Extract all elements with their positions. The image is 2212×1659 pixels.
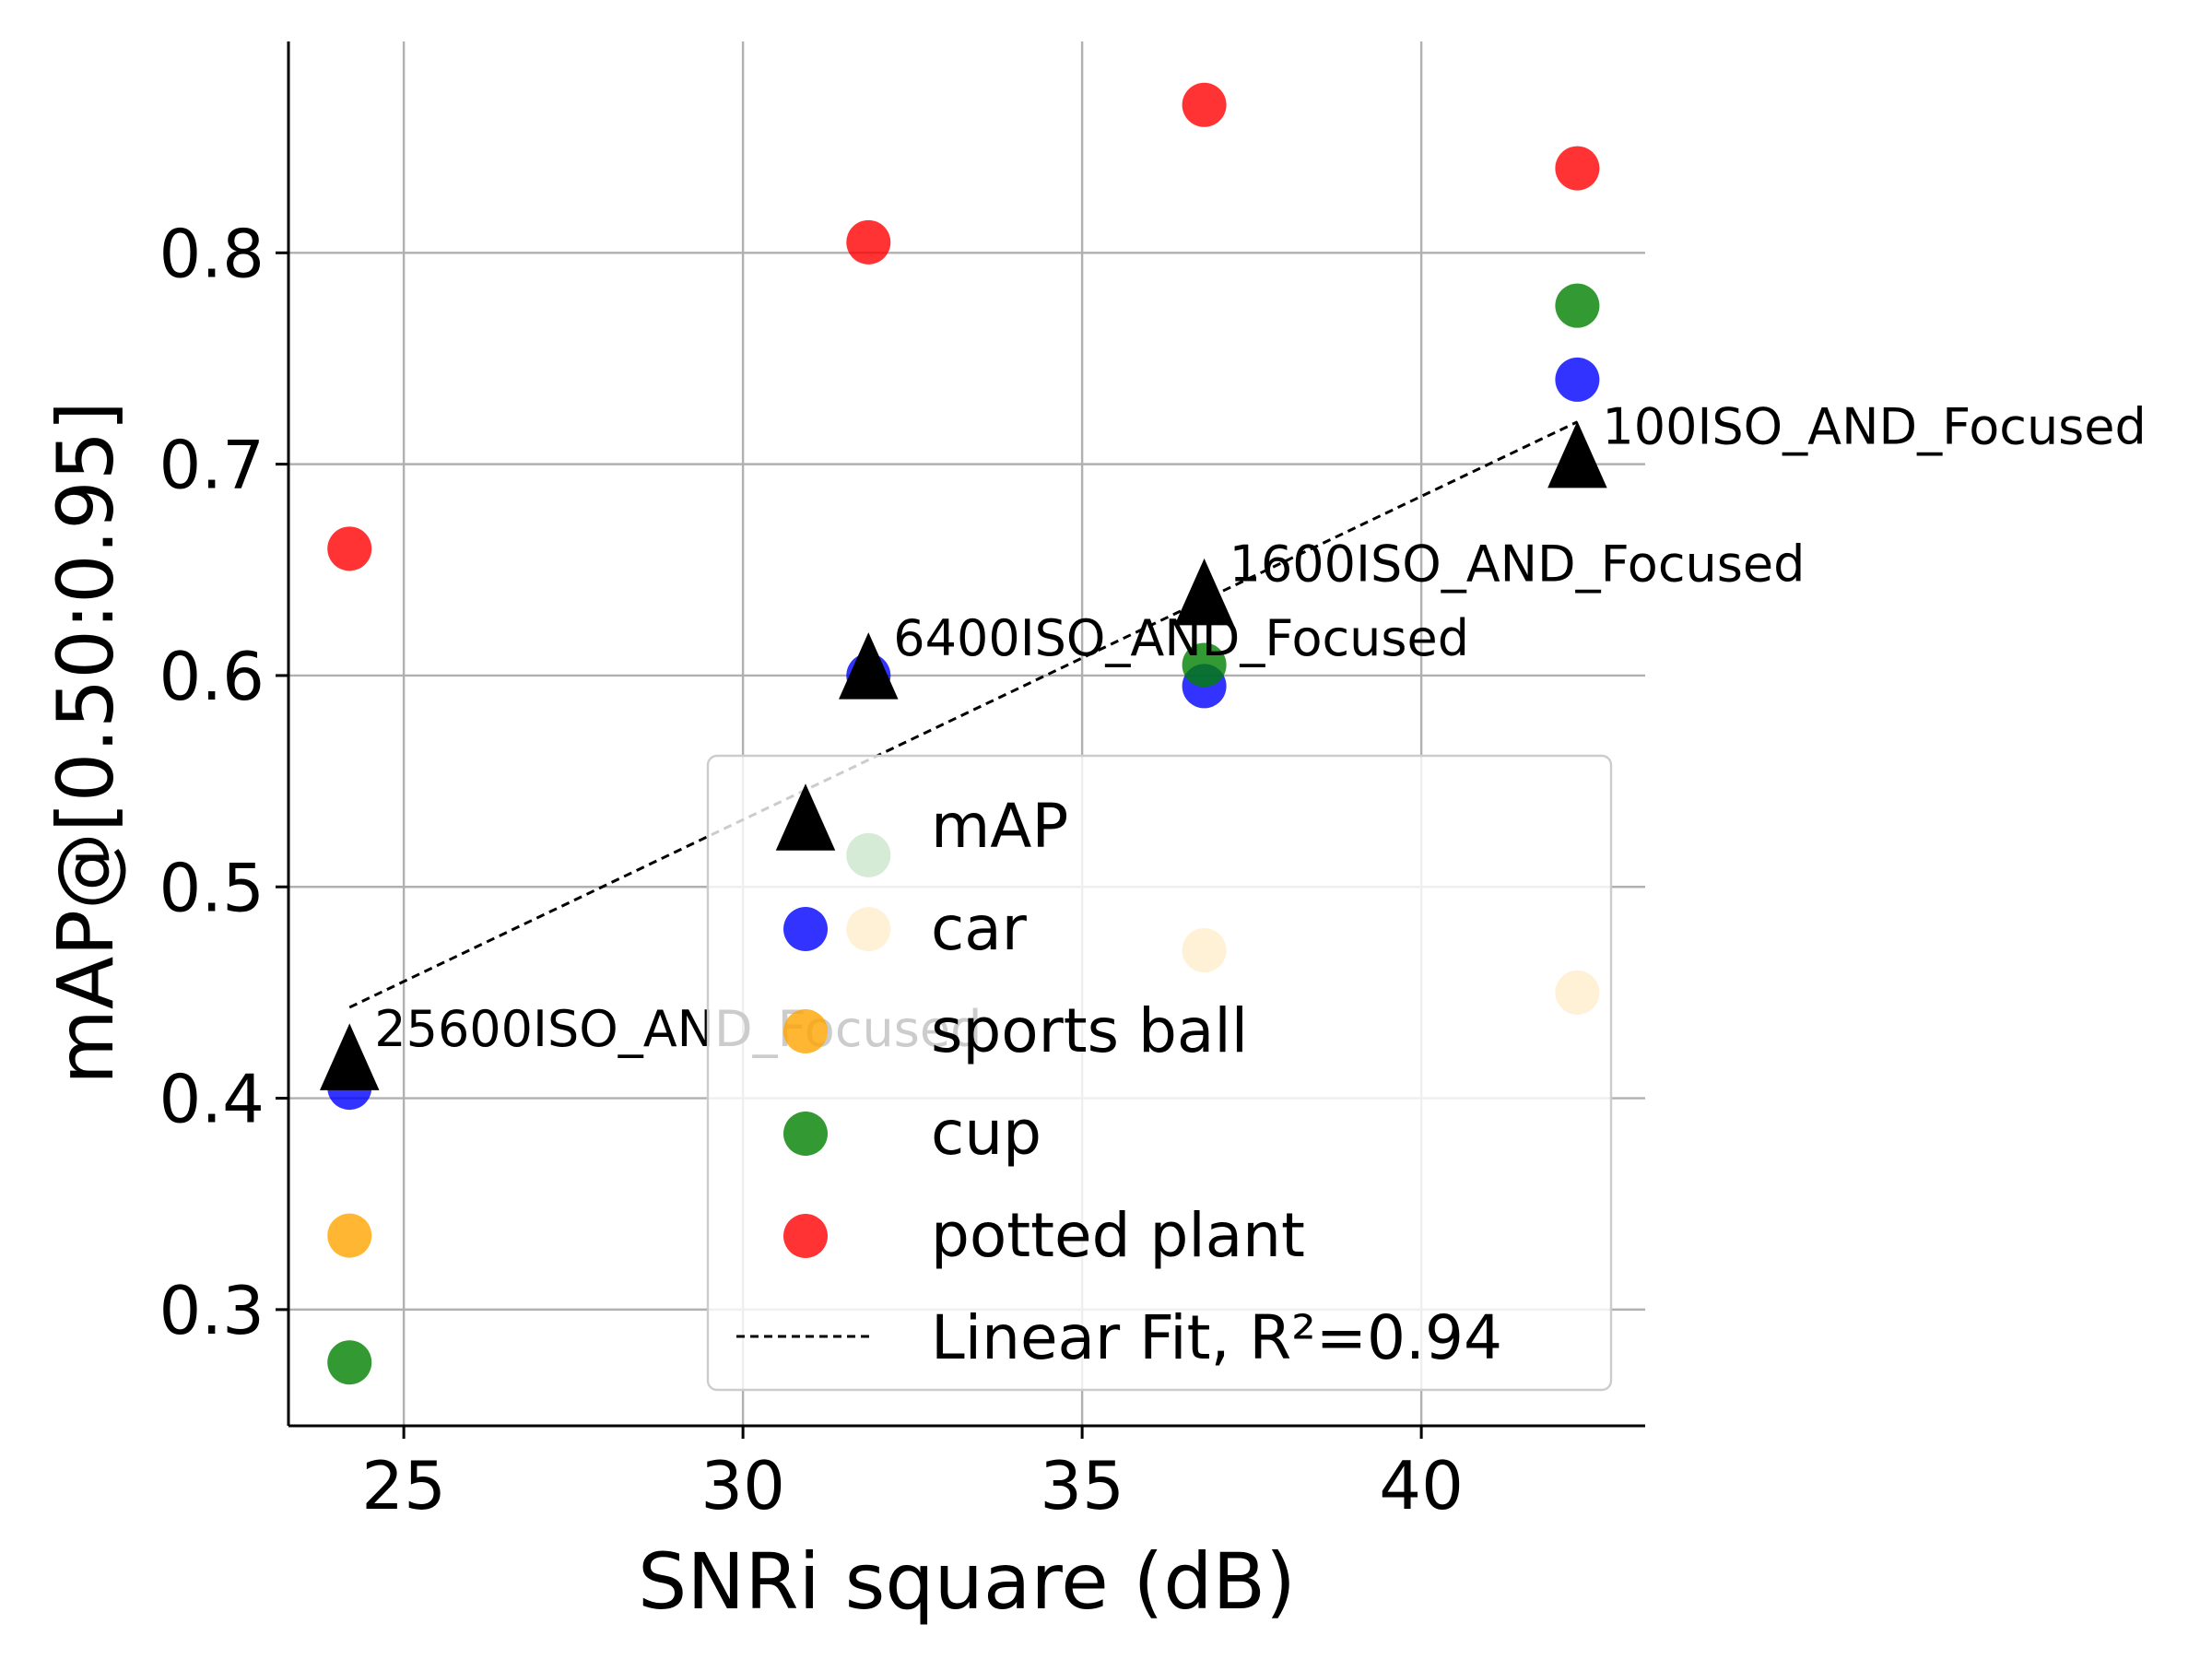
x-tick-label: 30 xyxy=(700,1447,785,1524)
legend-label: cup xyxy=(931,1098,1041,1169)
annotation-label: 1600ISO_AND_Focused xyxy=(1230,535,1806,594)
point-potted-plant xyxy=(1555,146,1600,191)
tick-labels: 25 30 35 40 0.3 0.4 0.5 0.6 0.7 0.8 xyxy=(159,215,1463,1524)
legend-label: car xyxy=(931,893,1028,964)
legend-label: sports ball xyxy=(931,995,1248,1066)
x-axis-label: SNRi square (dB) xyxy=(638,1536,1296,1627)
legend-label: Linear Fit, R²=0.94 xyxy=(931,1302,1502,1373)
point-annotations: 25600ISO_AND_Focused6400ISO_AND_Focused1… xyxy=(374,398,2147,1059)
point-potted-plant xyxy=(846,219,891,265)
axes xyxy=(287,41,1645,1428)
annotation-label: 6400ISO_AND_Focused xyxy=(893,609,1469,667)
point-mAP xyxy=(839,632,899,700)
point-mAP xyxy=(1174,558,1234,626)
x-tick-label: 40 xyxy=(1379,1447,1464,1524)
y-tick-label: 0.7 xyxy=(159,427,265,504)
x-tick-label: 25 xyxy=(361,1447,446,1524)
legend-label: mAP xyxy=(931,791,1068,862)
legend-marker-potted-plant xyxy=(783,1214,828,1258)
y-tick-label: 0.5 xyxy=(159,849,265,926)
legend-marker-sports-ball xyxy=(783,1009,828,1053)
annotation-label: 100ISO_AND_Focused xyxy=(1602,398,2146,456)
linear-fit-layer xyxy=(348,420,1579,1009)
y-tick-label: 0.8 xyxy=(159,215,265,292)
legend-label: potted plant xyxy=(931,1200,1305,1271)
point-cup xyxy=(1182,642,1227,688)
legend-marker-mAP xyxy=(775,783,836,851)
legend: mAP car sports ball cup potted plant Linear F… xyxy=(706,754,1613,1392)
point-potted-plant xyxy=(1182,82,1227,127)
legend-marker-car xyxy=(783,907,828,951)
point-car xyxy=(1555,357,1600,402)
y-axis-label: mAP@[0.50:0.95] xyxy=(41,401,131,1085)
x-tick-label: 35 xyxy=(1040,1447,1124,1524)
point-sports-ball xyxy=(327,1213,372,1258)
point-potted-plant xyxy=(327,526,372,571)
linear-fit-line xyxy=(348,420,1579,1009)
point-cup xyxy=(1555,283,1600,328)
point-mAP xyxy=(1547,420,1607,488)
y-tick-label: 0.3 xyxy=(159,1272,265,1349)
point-mAP xyxy=(320,1023,380,1090)
legend-box xyxy=(706,754,1613,1392)
y-tick-label: 0.4 xyxy=(159,1061,265,1138)
point-cup xyxy=(327,1340,372,1385)
legend-marker-cup xyxy=(783,1112,828,1156)
y-tick-label: 0.6 xyxy=(159,638,265,715)
